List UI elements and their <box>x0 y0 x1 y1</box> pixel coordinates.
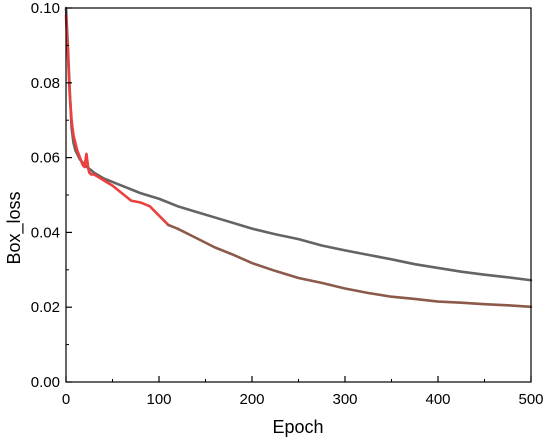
y-tick-label-5: 0.10 <box>31 0 60 17</box>
series-line-3 <box>168 225 531 307</box>
series-line-1 <box>66 8 531 280</box>
series-line-2 <box>66 15 168 224</box>
y-tick-label-2: 0.04 <box>31 224 60 241</box>
x-tick-label-500: 500 <box>518 391 543 408</box>
x-tick-label-400: 400 <box>425 391 450 408</box>
y-tick-label-3: 0.06 <box>31 150 60 167</box>
x-tick-label-300: 300 <box>332 391 357 408</box>
x-tick-label-100: 100 <box>146 391 171 408</box>
x-axis-label: Epoch <box>272 417 323 437</box>
plot-frame <box>66 8 531 382</box>
y-tick-label-0: 0.00 <box>31 374 60 391</box>
y-tick-label-1: 0.02 <box>31 299 60 316</box>
y-tick-label-4: 0.08 <box>31 75 60 92</box>
plot-area <box>66 8 531 307</box>
y-axis-label: Box_loss <box>4 191 25 264</box>
x-tick-label-200: 200 <box>239 391 264 408</box>
axes: 0 100 200 300 400 500 0.00 0.02 0.04 0.06 0.08 0.10 <box>31 0 544 408</box>
x-tick-label-0: 0 <box>62 391 70 408</box>
